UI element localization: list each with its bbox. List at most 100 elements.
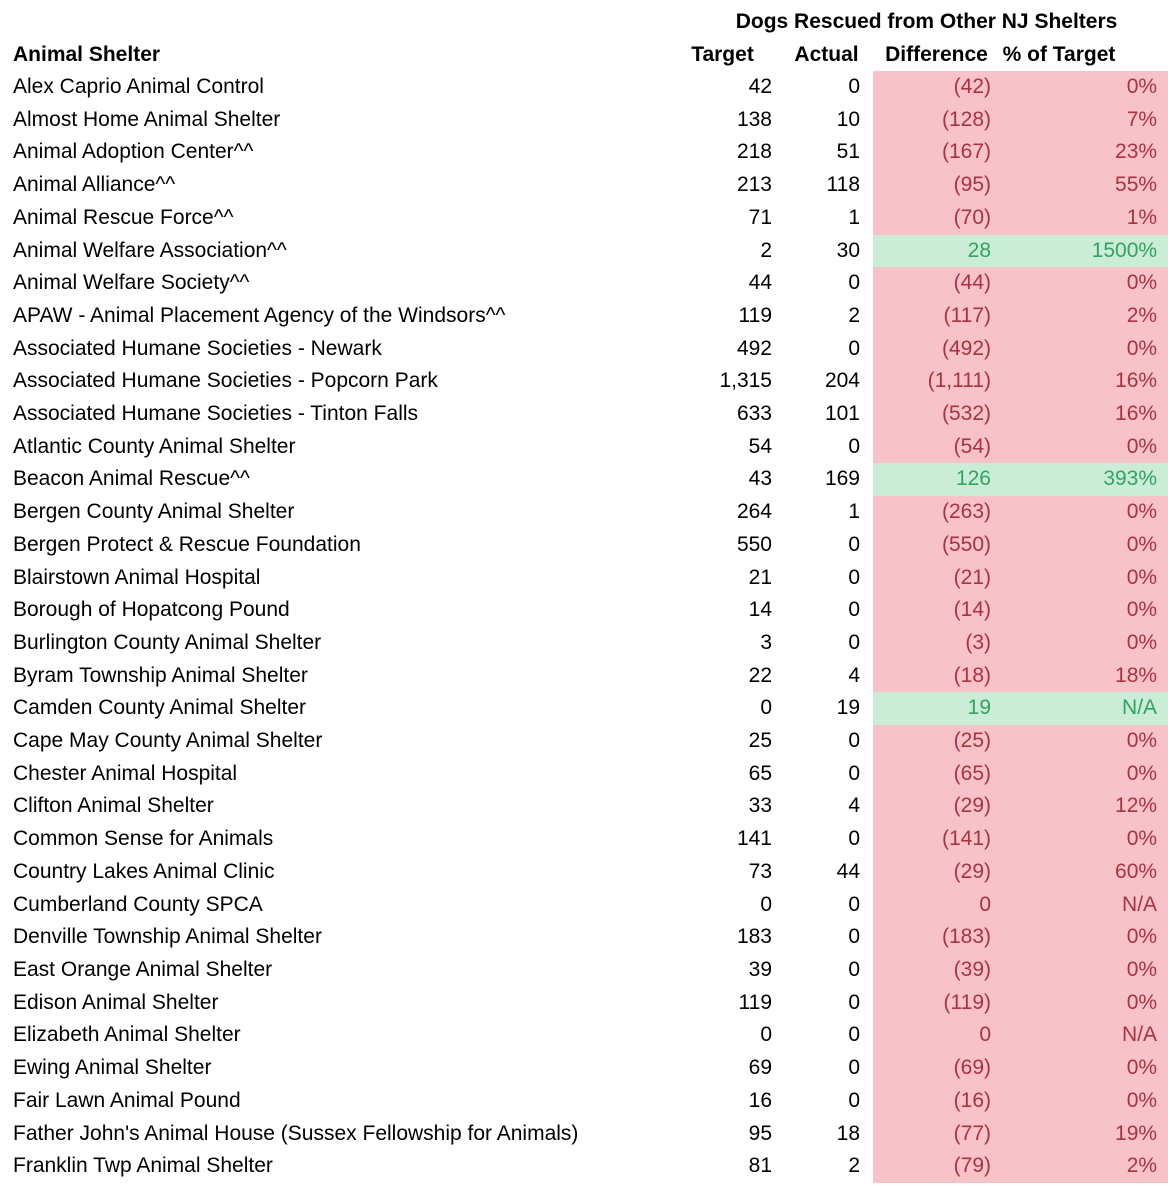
table-row: Bergen Protect & Rescue Foundation 550 0 (5… bbox=[0, 528, 1168, 562]
pct-of-target-cell: 0% bbox=[1000, 626, 1168, 660]
actual-cell: 1 bbox=[848, 500, 860, 524]
table-row: Associated Humane Societies - Newark 492 0… bbox=[0, 332, 1168, 366]
difference-cell: (42) bbox=[873, 71, 1000, 104]
column-header-pct-of-target: % of Target bbox=[1002, 43, 1116, 66]
difference-cell: (183) bbox=[873, 921, 1000, 954]
shelter-name-cell: Clifton Animal Shelter bbox=[13, 794, 214, 818]
pct-of-target-cell: 19% bbox=[1000, 1117, 1168, 1151]
table-row: Chester Animal Hospital 65 0 (65) 0% bbox=[0, 757, 1168, 791]
actual-cell: 0 bbox=[848, 957, 860, 981]
actual-cell: 0 bbox=[848, 565, 860, 589]
target-cell: 633 bbox=[736, 402, 772, 426]
pct-of-target-cell: 0% bbox=[1000, 496, 1168, 529]
shelter-name-cell: Bergen Protect & Rescue Foundation bbox=[13, 532, 361, 556]
target-cell: 0 bbox=[760, 892, 772, 916]
actual-cell: 19 bbox=[836, 696, 860, 720]
shelter-name-cell: Cape May County Animal Shelter bbox=[13, 729, 323, 753]
target-cell: 264 bbox=[736, 500, 772, 524]
target-cell: 39 bbox=[748, 957, 772, 981]
pct-of-target-cell: 2% bbox=[1000, 1150, 1168, 1183]
pct-of-target-cell: 0% bbox=[1000, 430, 1168, 464]
pct-of-target-cell: 0% bbox=[1000, 1052, 1168, 1085]
shelter-name-cell: Fair Lawn Animal Pound bbox=[13, 1088, 241, 1112]
column-header-actual: Actual bbox=[794, 43, 859, 66]
table-row: Cape May County Animal Shelter 25 0 (25) 0% bbox=[0, 725, 1168, 758]
difference-cell: (14) bbox=[873, 594, 1000, 627]
target-cell: 119 bbox=[738, 303, 772, 327]
target-cell: 95 bbox=[748, 1121, 772, 1145]
shelter-name-cell: Alex Caprio Animal Control bbox=[13, 75, 264, 98]
target-cell: 213 bbox=[736, 173, 772, 197]
table-row: Father John's Animal House (Sussex Fello… bbox=[0, 1117, 1168, 1151]
pct-of-target-cell: 7% bbox=[1000, 103, 1168, 137]
table-row: Animal Rescue Force^^ 71 1 (70) 1% bbox=[0, 201, 1168, 235]
pct-of-target-cell: 0% bbox=[1000, 757, 1168, 791]
table-row: Almost Home Animal Shelter 138 10 (128) 7% bbox=[0, 103, 1168, 137]
difference-cell: 19 bbox=[873, 692, 1000, 726]
target-cell: 0 bbox=[760, 1023, 772, 1047]
difference-cell: (16) bbox=[873, 1084, 1000, 1118]
target-cell: 0 bbox=[760, 696, 772, 720]
target-cell: 81 bbox=[748, 1154, 772, 1178]
difference-cell: (119) bbox=[873, 986, 1000, 1020]
difference-cell: (25) bbox=[873, 725, 1000, 758]
actual-cell: 204 bbox=[824, 369, 860, 393]
pct-of-target-cell: 0% bbox=[1000, 561, 1168, 595]
target-cell: 138 bbox=[736, 107, 772, 131]
table-title-row: Dogs Rescued from Other NJ Shelters bbox=[0, 5, 1168, 38]
actual-cell: 51 bbox=[836, 140, 860, 164]
pct-of-target-cell: 16% bbox=[1000, 398, 1168, 431]
shelter-name-cell: Ewing Animal Shelter bbox=[13, 1056, 212, 1080]
actual-cell: 4 bbox=[848, 794, 860, 818]
shelter-name-cell: Associated Humane Societies - Popcorn Pa… bbox=[13, 369, 438, 393]
pct-of-target-cell: 0% bbox=[1000, 267, 1168, 300]
target-cell: 65 bbox=[748, 761, 772, 785]
shelter-rescue-table: Dogs Rescued from Other NJ Shelters Anim… bbox=[0, 5, 1168, 1183]
actual-cell: 44 bbox=[836, 859, 860, 883]
table-row: APAW - Animal Placement Agency of the Wi… bbox=[0, 299, 1168, 333]
difference-cell: (18) bbox=[873, 659, 1000, 693]
difference-cell: (21) bbox=[873, 561, 1000, 595]
shelter-name-cell: Elizabeth Animal Shelter bbox=[13, 1023, 241, 1047]
target-cell: 25 bbox=[748, 729, 772, 753]
actual-cell: 0 bbox=[848, 434, 860, 458]
target-cell: 492 bbox=[736, 336, 772, 360]
table-row: Byram Township Animal Shelter 22 4 (18) 18% bbox=[0, 659, 1168, 693]
shelter-name-cell: Blairstown Animal Hospital bbox=[13, 565, 261, 589]
target-cell: 3 bbox=[760, 630, 772, 654]
pct-of-target-cell: 0% bbox=[1000, 921, 1168, 954]
table-row: Blairstown Animal Hospital 21 0 (21) 0% bbox=[0, 561, 1168, 595]
pct-of-target-cell: 12% bbox=[1000, 790, 1168, 824]
difference-cell: (167) bbox=[873, 136, 1000, 170]
table-row: Elizabeth Animal Shelter 0 0 0 N/A bbox=[0, 1019, 1168, 1053]
target-cell: 183 bbox=[736, 925, 772, 949]
shelter-name-cell: Burlington County Animal Shelter bbox=[13, 630, 322, 654]
shelter-name-cell: Cumberland County SPCA bbox=[13, 892, 263, 916]
target-cell: 2 bbox=[760, 238, 772, 262]
difference-cell: (79) bbox=[873, 1150, 1000, 1183]
table-row: Clifton Animal Shelter 33 4 (29) 12% bbox=[0, 790, 1168, 824]
table-row: Bergen County Animal Shelter 264 1 (263) 0% bbox=[0, 496, 1168, 529]
difference-cell: (141) bbox=[873, 823, 1000, 856]
target-cell: 141 bbox=[736, 827, 772, 851]
shelter-name-cell: Animal Welfare Society^^ bbox=[13, 271, 250, 295]
shelter-name-cell: East Orange Animal Shelter bbox=[13, 957, 273, 981]
table-row: Animal Alliance^^ 213 118 (95) 55% bbox=[0, 169, 1168, 202]
difference-cell: (532) bbox=[873, 398, 1000, 431]
pct-of-target-cell: 0% bbox=[1000, 332, 1168, 366]
table-row: Associated Humane Societies - Tinton Fal… bbox=[0, 398, 1168, 431]
difference-cell: (77) bbox=[873, 1117, 1000, 1151]
difference-cell: (39) bbox=[873, 953, 1000, 987]
pct-of-target-cell: 55% bbox=[1000, 169, 1168, 202]
table-row: Animal Welfare Association^^ 2 30 28 1500% bbox=[0, 234, 1168, 268]
shelter-name-cell: Denville Township Animal Shelter bbox=[13, 925, 322, 949]
table-row: Animal Welfare Society^^ 44 0 (44) 0% bbox=[0, 267, 1168, 300]
shelter-name-cell: Byram Township Animal Shelter bbox=[13, 663, 308, 687]
difference-cell: (1,111) bbox=[873, 365, 1000, 399]
difference-cell: (3) bbox=[873, 626, 1000, 660]
shelter-name-cell: Animal Alliance^^ bbox=[13, 173, 176, 197]
shelter-table-body: Alex Caprio Animal Control 4 2 0 (42) 0% Almos… bbox=[0, 71, 1168, 1183]
actual-cell: 0 bbox=[848, 75, 860, 98]
shelter-name-cell: Animal Adoption Center^^ bbox=[13, 140, 254, 164]
table-row: Franklin Twp Animal Shelter 81 2 (79) 2% bbox=[0, 1150, 1168, 1183]
